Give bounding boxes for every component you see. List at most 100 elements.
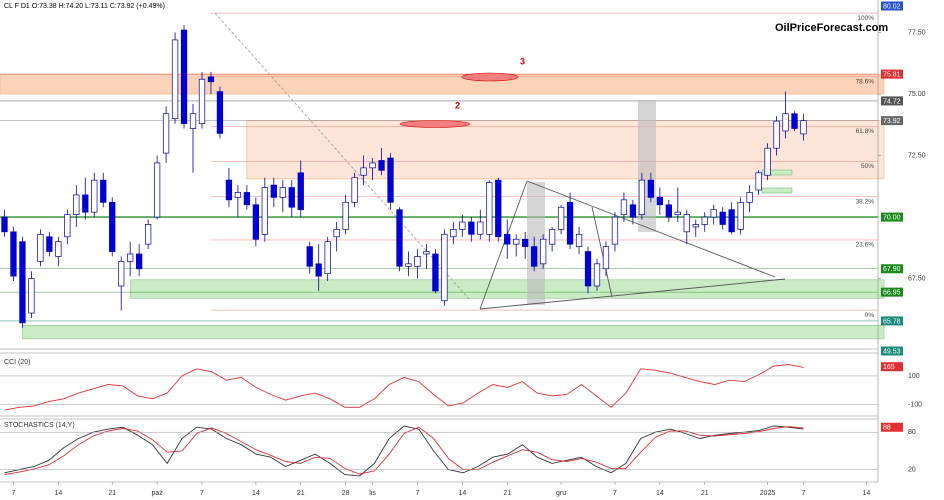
candle-body	[261, 187, 268, 235]
price-badge-label: 65.78	[883, 318, 901, 325]
x-tick-label: 28	[342, 490, 350, 497]
x-tick-label: 2025	[760, 490, 776, 497]
candle-body	[557, 206, 565, 230]
candle-body	[522, 238, 529, 247]
candle-body	[270, 184, 277, 198]
price-badge-label: 75.81	[883, 71, 901, 78]
candle-body	[575, 233, 583, 247]
candle-body	[378, 160, 385, 171]
panel-title: STOCHASTICS (14,Y)	[4, 422, 75, 429]
price-badge	[881, 362, 903, 372]
candle-body	[782, 113, 789, 132]
price-badge-label: 74.72	[883, 98, 901, 105]
candle-body	[342, 201, 349, 230]
candle-body	[1, 216, 8, 233]
candle-body	[432, 253, 439, 292]
candle-body	[584, 251, 592, 287]
small-zone	[761, 169, 793, 176]
candle-body	[540, 238, 547, 265]
price-badge	[881, 422, 903, 432]
candle-body	[513, 238, 520, 245]
candle-body	[710, 209, 717, 218]
candle-body	[216, 91, 224, 134]
candle-body	[144, 224, 152, 245]
y-tick-label: 75.00	[908, 91, 926, 98]
candle-body	[665, 204, 672, 218]
candle-body	[611, 216, 619, 245]
candle-body	[73, 194, 80, 215]
candle-body	[405, 263, 412, 267]
candle-body	[198, 78, 206, 124]
candle-body	[324, 241, 331, 275]
candle-body	[647, 179, 655, 198]
indicator-line	[4, 364, 804, 411]
candle-body	[629, 204, 637, 218]
x-tick-label: 7	[200, 490, 204, 497]
trend-line	[479, 180, 528, 310]
candle-body	[486, 182, 493, 235]
candle-body	[423, 251, 430, 255]
price-badge-label: 165	[883, 364, 895, 371]
price-badge	[881, 212, 903, 222]
candle-body	[153, 162, 161, 218]
x-tick-label: 14	[862, 490, 870, 497]
candle-body	[315, 263, 322, 277]
watermark: OilPriceForecast.com	[775, 22, 888, 34]
candle-body	[728, 209, 735, 233]
candle-body	[764, 147, 771, 176]
y-tick-label: -100	[908, 401, 922, 408]
fib-label: 78.6%	[856, 78, 875, 85]
indicator-line	[4, 426, 804, 476]
candle-body	[656, 197, 663, 206]
candle-body	[55, 241, 62, 257]
x-tick-label: 21	[297, 490, 305, 497]
zone	[0, 73, 885, 95]
candle-body	[109, 201, 116, 252]
candle-body	[225, 179, 233, 201]
fib-label: 100%	[857, 15, 874, 22]
y-tick-label: 80	[908, 429, 916, 436]
price-badge-label: 73.92	[883, 118, 901, 125]
price-badge-label: 70.00	[883, 214, 901, 221]
candle-body	[477, 221, 484, 235]
candle-body	[189, 113, 197, 129]
indicator-line	[4, 425, 804, 477]
trend-line	[591, 206, 613, 298]
candle-body	[459, 221, 466, 230]
candle-body	[288, 187, 295, 208]
indicators	[4, 364, 804, 477]
candle-body	[82, 194, 89, 213]
candle-body	[450, 229, 457, 238]
candle-body	[100, 179, 107, 203]
candle-body	[37, 233, 44, 262]
x-tick-label: 7	[416, 490, 420, 497]
price-badge-label: 66.95	[883, 289, 901, 296]
fib-label: 38.2%	[856, 198, 875, 205]
candle-body	[737, 201, 744, 230]
candles	[1, 25, 807, 328]
candle-body	[19, 241, 26, 324]
candle-body	[28, 278, 35, 314]
x-tick-label: 14	[458, 490, 466, 497]
x-tick-label: 14	[54, 490, 62, 497]
zone	[22, 325, 885, 340]
price-badge	[881, 69, 903, 79]
candle-body	[297, 172, 304, 211]
y-tick-label: 67.50	[908, 275, 926, 282]
candle-body	[620, 199, 628, 215]
x-tick-label: paź	[151, 490, 163, 497]
candle-body	[495, 179, 502, 238]
marker-ellipse	[399, 120, 471, 128]
candle-body	[548, 229, 556, 245]
small-zone	[761, 187, 793, 194]
fib-label: 50%	[861, 163, 874, 170]
candle-body	[602, 246, 610, 270]
marker-ellipse	[461, 72, 519, 82]
axes: 7 14 21 paź 7 14 21 28 lis 7 14 21 gru 7 14 21 2025 7 14 67…	[0, 0, 926, 497]
candle-body	[46, 236, 53, 252]
candle-body	[683, 214, 690, 233]
x-tick-label: lis	[369, 490, 376, 497]
x-tick-label: 7	[802, 490, 806, 497]
candle-body	[566, 201, 574, 245]
